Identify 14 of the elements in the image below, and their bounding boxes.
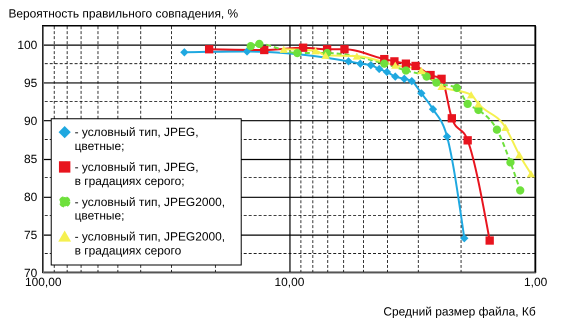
y-tick-label: 95: [24, 76, 38, 90]
legend-label: - условный тип, JPEG2000, в градациях серого: [74, 230, 226, 258]
y-tick-label: 90: [24, 114, 38, 128]
x-tick-label: 1,00: [524, 274, 548, 289]
x-axis-title: Средний размер файла, Кб: [383, 304, 536, 319]
legend-label: - условный тип, JPEG, цветные;: [74, 125, 199, 154]
legend-label: - условный тип, JPEG, в градациях серого;: [74, 160, 199, 188]
x-tick-label: 10,00: [274, 274, 305, 289]
y-tick-label: 100: [17, 38, 38, 52]
legend-label: - условный тип, JPEG2000, цветные;: [74, 194, 226, 223]
y-axis-title: Вероятность правильного совпадения, %: [8, 6, 239, 20]
y-tick-label: 80: [24, 190, 38, 204]
y-tick-label: 75: [24, 228, 38, 242]
y-tick-label: 85: [24, 152, 38, 166]
